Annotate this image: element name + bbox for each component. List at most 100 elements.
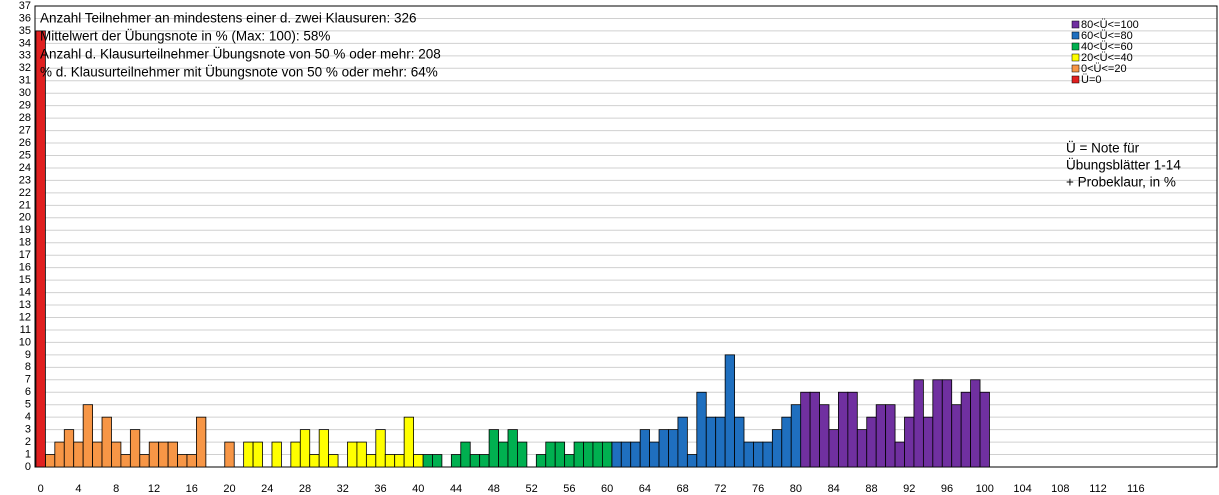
- bar: [347, 441, 358, 468]
- y-tick-label: 25: [19, 149, 31, 161]
- y-tick-label: 30: [19, 87, 31, 99]
- bar: [120, 454, 131, 468]
- bar: [375, 429, 386, 468]
- bar: [677, 416, 688, 468]
- y-tick-label: 34: [19, 37, 31, 49]
- y-tick-label: 19: [19, 224, 31, 236]
- y-tick-label: 17: [19, 249, 31, 261]
- bar: [129, 429, 141, 468]
- y-tick-label: 33: [19, 50, 31, 62]
- bar: [771, 429, 783, 468]
- bar: [394, 454, 405, 468]
- bar: [460, 441, 471, 468]
- y-tick-label: 29: [19, 100, 31, 112]
- bar: [111, 441, 122, 468]
- legend-swatch: [1071, 42, 1080, 51]
- bar: [252, 441, 263, 468]
- x-tick-label: 68: [677, 483, 689, 495]
- bar: [819, 404, 830, 468]
- bar: [328, 454, 339, 468]
- x-tick-label: 112: [1089, 483, 1107, 495]
- bar: [781, 416, 792, 468]
- x-tick-label: 80: [790, 483, 802, 495]
- bar: [611, 441, 622, 468]
- x-tick-label: 116: [1127, 483, 1145, 495]
- x-tick-label: 84: [828, 483, 840, 495]
- bar: [922, 416, 934, 468]
- bar: [139, 454, 150, 468]
- bar: [630, 441, 641, 468]
- x-tick-label: 16: [186, 483, 198, 495]
- y-tick-label: 27: [19, 125, 31, 137]
- bar: [828, 429, 839, 468]
- bar: [384, 454, 396, 468]
- bar: [951, 404, 962, 468]
- bar: [649, 441, 660, 468]
- annotation: Mittelwert der Übungsnote in % (Max: 100…: [40, 29, 330, 44]
- bar: [469, 454, 481, 468]
- bar: [356, 441, 367, 468]
- bar: [932, 379, 943, 468]
- y-tick-label: 23: [19, 174, 31, 186]
- bar: [318, 429, 330, 468]
- bar: [904, 416, 915, 468]
- x-tick-label: 4: [75, 483, 81, 495]
- legend-swatch: [1071, 64, 1080, 73]
- bar: [450, 454, 462, 468]
- note: Ü = Note für: [1066, 141, 1140, 156]
- y-tick-label: 15: [19, 274, 31, 286]
- y-tick-label: 24: [19, 162, 31, 174]
- y-tick-label: 21: [19, 199, 31, 211]
- y-tick-label: 28: [19, 112, 31, 124]
- bar: [734, 416, 745, 468]
- y-tick-label: 37: [19, 0, 31, 12]
- x-tick-label: 0: [38, 483, 44, 495]
- y-tick-label: 6: [25, 386, 31, 398]
- y-tick-label: 22: [19, 187, 31, 199]
- bar: [177, 454, 188, 468]
- bar: [413, 454, 424, 468]
- bar: [365, 454, 377, 468]
- y-tick-label: 20: [19, 212, 31, 224]
- x-tick-label: 96: [941, 483, 953, 495]
- bar: [620, 441, 632, 468]
- bar: [894, 441, 905, 468]
- bar: [498, 441, 509, 468]
- annotation: Anzahl Teilnehmer an mindestens einer d.…: [40, 11, 416, 26]
- bar: [186, 454, 197, 468]
- bar: [668, 429, 679, 468]
- bar: [753, 441, 764, 468]
- bar: [800, 391, 811, 468]
- bar: [148, 441, 160, 468]
- bar: [885, 404, 896, 468]
- bar: [73, 441, 84, 468]
- bar: [639, 429, 651, 468]
- bar: [224, 441, 235, 468]
- bar: [44, 454, 56, 468]
- note: Übungsblätter 1-14: [1066, 158, 1181, 173]
- bar: [101, 416, 112, 468]
- y-tick-label: 12: [19, 311, 31, 323]
- bar: [970, 379, 981, 468]
- bar: [847, 391, 858, 468]
- x-tick-label: 88: [865, 483, 877, 495]
- bar: [960, 391, 971, 468]
- y-tick-label: 2: [25, 436, 31, 448]
- bar: [658, 429, 669, 468]
- y-tick-label: 16: [19, 262, 31, 274]
- x-tick-label: 36: [374, 483, 386, 495]
- bar: [488, 429, 499, 468]
- y-tick-label: 8: [25, 361, 31, 373]
- x-tick-label: 52: [525, 483, 537, 495]
- bar: [535, 454, 547, 468]
- bar: [790, 404, 802, 468]
- bar: [243, 441, 254, 468]
- y-tick-label: 0: [25, 461, 31, 473]
- bar: [875, 404, 887, 468]
- bar: [507, 429, 518, 468]
- bar: [564, 454, 575, 468]
- legend-label: 20<Ü<=40: [1081, 52, 1133, 64]
- y-tick-label: 18: [19, 237, 31, 249]
- x-tick-label: 64: [639, 483, 651, 495]
